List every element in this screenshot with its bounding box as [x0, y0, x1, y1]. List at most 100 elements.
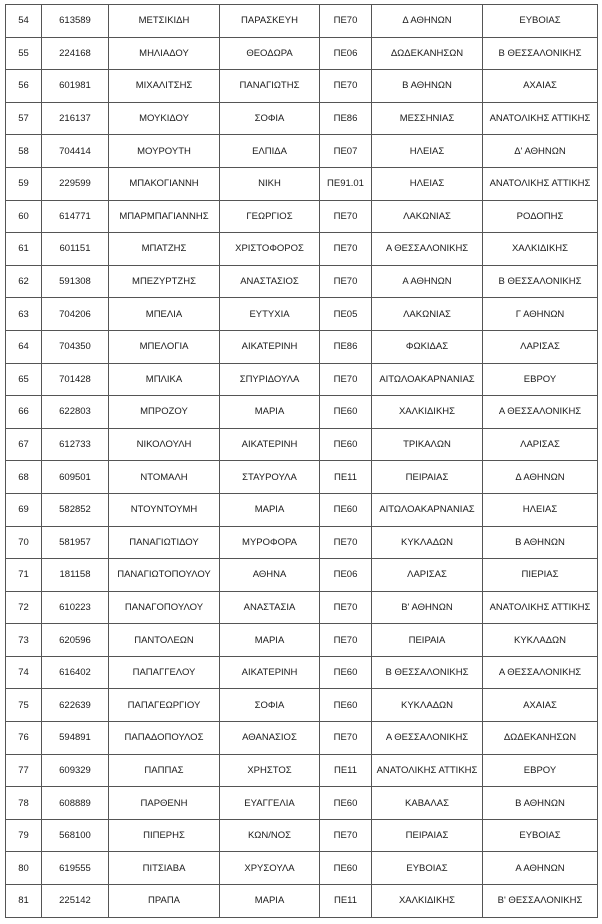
registry-id-cell: 704350 — [41, 329, 109, 364]
first-name-cell: ΚΩΝ/ΝΟΣ — [219, 818, 320, 853]
specialty-cell: ΠΕ60 — [319, 688, 372, 723]
first-name-cell: ΑΙΚΑΤΕΡΙΝΗ — [219, 427, 320, 462]
table-row: 69 582852 ΝΤΟΥΝΤΟΥΜΗ ΜΑΡΙΑ ΠΕ60 ΑΙΤΩΛΟΑΚΑΡΝΑΝ… — [5, 492, 598, 527]
first-name-cell: ΜΥΡΟΦΟΡΑ — [219, 525, 320, 560]
first-name-cell: ΧΡΥΣΟΥΛΑ — [219, 851, 320, 886]
registry-id-cell: 225142 — [41, 884, 109, 918]
specialty-cell: ΠΕ60 — [319, 395, 372, 429]
destination-region-cell: ΕΒΡΟΥ — [482, 753, 598, 788]
specialty-cell: ΠΕ70 — [319, 69, 372, 103]
destination-region-cell: ΚΥΚΛΑΔΩΝ — [482, 623, 598, 657]
first-name-cell: ΑΘΑΝΑΣΙΟΣ — [219, 721, 320, 755]
surname-cell: ΝΤΟΥΝΤΟΥΜΗ — [108, 492, 220, 527]
row-number-cell: 69 — [5, 492, 42, 527]
registry-id-cell: 181158 — [41, 558, 109, 592]
registry-id-cell: 224168 — [41, 36, 109, 71]
origin-region-cell: Β ΑΘΗΝΩΝ — [371, 69, 483, 103]
registry-id-cell: 582852 — [41, 492, 109, 527]
table-row: 54 613589 ΜΕΤΣΙΚΙΔΗ ΠΑΡΑΣΚΕΥΗ ΠΕ70 Δ ΑΘΗΝΩΝ ΕΥ… — [5, 4, 598, 38]
origin-region-cell: ΠΕΙΡΑΙΑΣ — [371, 818, 483, 853]
specialty-cell: ΠΕ60 — [319, 427, 372, 462]
origin-region-cell: ΜΕΣΣΗΝΙΑΣ — [371, 101, 483, 136]
origin-region-cell: ΚΥΚΛΑΔΩΝ — [371, 525, 483, 560]
first-name-cell: ΠΑΝΑΓΙΩΤΗΣ — [219, 69, 320, 103]
row-number-cell: 61 — [5, 232, 42, 266]
first-name-cell: ΣΤΑΥΡΟΥΛΑ — [219, 460, 320, 494]
specialty-cell: ΠΕ86 — [319, 329, 372, 364]
table-row: 61 601151 ΜΠΑΤΖΗΣ ΧΡΙΣΤΟΦΟΡΟΣ ΠΕ70 Α ΘΕΣΣΑΛΟΝ… — [5, 232, 598, 266]
destination-region-cell: ΕΒΡΟΥ — [482, 362, 598, 397]
registry-id-cell: 704206 — [41, 297, 109, 331]
assignments-table: 54 613589 ΜΕΤΣΙΚΙΔΗ ΠΑΡΑΣΚΕΥΗ ΠΕ70 Δ ΑΘΗΝΩΝ ΕΥ… — [5, 4, 598, 918]
destination-region-cell: ΕΥΒΟΙΑΣ — [482, 4, 598, 38]
origin-region-cell: Α ΘΕΣΣΑΛΟΝΙΚΗΣ — [371, 232, 483, 266]
surname-cell: ΜΟΥΡΟΥΤΗ — [108, 134, 220, 168]
origin-region-cell: Α ΘΕΣΣΑΛΟΝΙΚΗΣ — [371, 721, 483, 755]
surname-cell: ΠΑΝΑΓΙΩΤΟΠΟΥΛΟΥ — [108, 558, 220, 592]
specialty-cell: ΠΕ70 — [319, 818, 372, 853]
registry-id-cell: 609329 — [41, 753, 109, 788]
table-row: 63 704206 ΜΠΕΛΙΑ ΕΥΤΥΧΙΑ ΠΕ05 ΛΑΚΩΝΙΑΣ Γ ΑΘΗΝΩ… — [5, 297, 598, 331]
surname-cell: ΠΙΠΕΡΗΣ — [108, 818, 220, 853]
specialty-cell: ΠΕ05 — [319, 297, 372, 331]
table-row: 60 614771 ΜΠΑΡΜΠΑΓΙΑΝΝΗΣ ΓΕΩΡΓΙΟΣ ΠΕ70 ΛΑΚΩΝΙ… — [5, 199, 598, 234]
destination-region-cell: Α ΘΕΣΣΑΛΟΝΙΚΗΣ — [482, 395, 598, 429]
destination-region-cell: Β ΑΘΗΝΩΝ — [482, 525, 598, 560]
registry-id-cell: 581957 — [41, 525, 109, 560]
row-number-cell: 79 — [5, 818, 42, 853]
table-row: 58 704414 ΜΟΥΡΟΥΤΗ ΕΛΠΙΔΑ ΠΕ07 ΗΛΕΙΑΣ Δ' ΑΘΗΝΩ… — [5, 134, 598, 168]
table-row: 80 619555 ΠΙΤΣΙΑΒΑ ΧΡΥΣΟΥΛΑ ΠΕ60 ΕΥΒΟΙΑΣ Α ΑΘΗ… — [5, 851, 598, 886]
surname-cell: ΠΙΤΣΙΑΒΑ — [108, 851, 220, 886]
first-name-cell: ΑΝΑΣΤΑΣΙΑ — [219, 590, 320, 625]
origin-region-cell: ΠΕΙΡΑΙΑ — [371, 623, 483, 657]
registry-id-cell: 619555 — [41, 851, 109, 886]
origin-region-cell: ΔΩΔΕΚΑΝΗΣΩΝ — [371, 36, 483, 71]
surname-cell: ΜΠΑΚΟΓΙΑΝΝΗ — [108, 166, 220, 201]
surname-cell: ΜΠΛΙΚΑ — [108, 362, 220, 397]
first-name-cell: ΣΠΥΡΙΔΟΥΛΑ — [219, 362, 320, 397]
origin-region-cell: Β' ΑΘΗΝΩΝ — [371, 590, 483, 625]
row-number-cell: 75 — [5, 688, 42, 723]
first-name-cell: ΧΡΗΣΤΟΣ — [219, 753, 320, 788]
destination-region-cell: Β ΘΕΣΣΑΛΟΝΙΚΗΣ — [482, 264, 598, 299]
table-row: 68 609501 ΝΤΟΜΑΛΗ ΣΤΑΥΡΟΥΛΑ ΠΕ11 ΠΕΙΡΑΙΑΣ Δ ΑΘ… — [5, 460, 598, 494]
table-row: 79 568100 ΠΙΠΕΡΗΣ ΚΩΝ/ΝΟΣ ΠΕ70 ΠΕΙΡΑΙΑΣ ΕΥΒΟΙΑ… — [5, 818, 598, 853]
first-name-cell: ΕΛΠΙΔΑ — [219, 134, 320, 168]
registry-id-cell: 701428 — [41, 362, 109, 397]
surname-cell: ΠΑΠΑΓΓΕΛΟΥ — [108, 655, 220, 690]
origin-region-cell: ΛΑΚΩΝΙΑΣ — [371, 199, 483, 234]
origin-region-cell: ΕΥΒΟΙΑΣ — [371, 851, 483, 886]
surname-cell: ΠΑΡΘΕΝΗ — [108, 786, 220, 820]
surname-cell: ΝΙΚΟΛΟΥΛΗ — [108, 427, 220, 462]
specialty-cell: ΠΕ60 — [319, 851, 372, 886]
table-body: 54 613589 ΜΕΤΣΙΚΙΔΗ ΠΑΡΑΣΚΕΥΗ ΠΕ70 Δ ΑΘΗΝΩΝ ΕΥ… — [5, 4, 598, 918]
specialty-cell: ΠΕ70 — [319, 362, 372, 397]
table-row: 74 616402 ΠΑΠΑΓΓΕΛΟΥ ΑΙΚΑΤΕΡΙΝΗ ΠΕ60 Β ΘΕΣΣΑΛ… — [5, 655, 598, 690]
row-number-cell: 70 — [5, 525, 42, 560]
specialty-cell: ΠΕ70 — [319, 721, 372, 755]
first-name-cell: ΕΥΤΥΧΙΑ — [219, 297, 320, 331]
destination-region-cell: ΑΧΑΙΑΣ — [482, 688, 598, 723]
surname-cell: ΠΑΝΤΟΛΕΩΝ — [108, 623, 220, 657]
registry-id-cell: 612733 — [41, 427, 109, 462]
specialty-cell: ΠΕ70 — [319, 4, 372, 38]
origin-region-cell: ΑΙΤΩΛΟΑΚΑΡΝΑΝΙΑΣ — [371, 492, 483, 527]
destination-region-cell: Α ΑΘΗΝΩΝ — [482, 851, 598, 886]
origin-region-cell: ΦΩΚΙΔΑΣ — [371, 329, 483, 364]
row-number-cell: 63 — [5, 297, 42, 331]
table-row: 70 581957 ΠΑΝΑΓΙΩΤΙΔΟΥ ΜΥΡΟΦΟΡΑ ΠΕ70 ΚΥΚΛΑΔΩΝ… — [5, 525, 598, 560]
row-number-cell: 67 — [5, 427, 42, 462]
origin-region-cell: ΤΡΙΚΑΛΩΝ — [371, 427, 483, 462]
first-name-cell: ΠΑΡΑΣΚΕΥΗ — [219, 4, 320, 38]
surname-cell: ΠΑΠΠΑΣ — [108, 753, 220, 788]
first-name-cell: ΑΝΑΣΤΑΣΙΟΣ — [219, 264, 320, 299]
surname-cell: ΜΠΕΛΙΑ — [108, 297, 220, 331]
specialty-cell: ΠΕ70 — [319, 232, 372, 266]
row-number-cell: 80 — [5, 851, 42, 886]
table-row: 64 704350 ΜΠΕΛΟΓΙΑ ΑΙΚΑΤΕΡΙΝΗ ΠΕ86 ΦΩΚΙΔΑΣ ΛΑΡ… — [5, 329, 598, 364]
registry-id-cell: 568100 — [41, 818, 109, 853]
table-row: 56 601981 ΜΙΧΑΛΙΤΣΗΣ ΠΑΝΑΓΙΩΤΗΣ ΠΕ70 Β ΑΘΗΝΩΝ… — [5, 69, 598, 103]
table-row: 67 612733 ΝΙΚΟΛΟΥΛΗ ΑΙΚΑΤΕΡΙΝΗ ΠΕ60 ΤΡΙΚΑΛΩΝ Λ… — [5, 427, 598, 462]
table-row: 75 622639 ΠΑΠΑΓΕΩΡΓΙΟΥ ΣΟΦΙΑ ΠΕ60 ΚΥΚΛΑΔΩΝ ΑΧΑ… — [5, 688, 598, 723]
surname-cell: ΜΠΕΛΟΓΙΑ — [108, 329, 220, 364]
